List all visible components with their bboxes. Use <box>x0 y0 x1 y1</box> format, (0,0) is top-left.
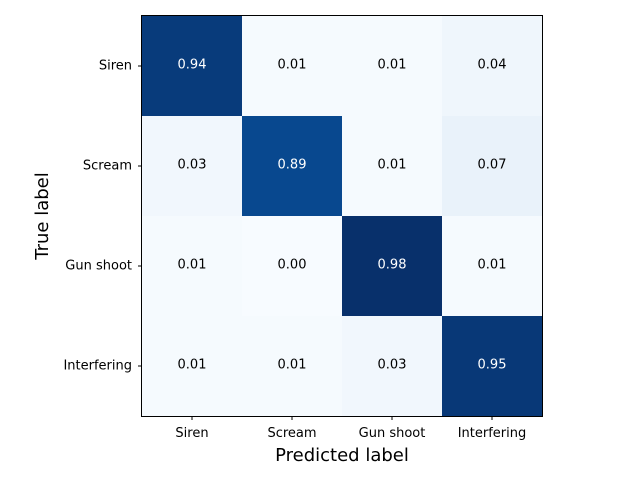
heatmap-cell <box>442 216 543 317</box>
y-tick-label: Scream <box>83 159 132 174</box>
cell-value-label: 0.95 <box>478 358 507 373</box>
x-axis-ticks: Siren Scream Gun shoot Interfering <box>175 416 526 441</box>
heatmap-cell <box>242 116 343 217</box>
heatmap-cell <box>342 216 443 317</box>
y-tick-label: Siren <box>99 59 132 74</box>
cell-value-label: 0.94 <box>178 58 207 73</box>
cell-value-label: 0.98 <box>378 258 407 273</box>
cell-value-label: 0.89 <box>278 158 307 173</box>
y-tick-label: Gun shoot <box>65 259 132 274</box>
cell-value-label: 0.07 <box>478 158 507 173</box>
heatmap-cell <box>342 16 443 117</box>
heatmap-cell <box>342 116 443 217</box>
x-tick-label: Scream <box>267 426 316 441</box>
cell-value-label: 0.01 <box>278 358 307 373</box>
x-axis-label: Predicted label <box>275 445 409 466</box>
cell-value-label: 0.00 <box>278 258 307 273</box>
cell-value-label: 0.01 <box>478 258 507 273</box>
plot-frame <box>141 15 543 417</box>
cell-value-label: 0.03 <box>178 158 207 173</box>
heatmap-cell <box>242 216 343 317</box>
y-axis-label: True label <box>32 172 53 261</box>
cell-value-label: 0.04 <box>478 58 507 73</box>
heatmap-cell <box>342 316 443 417</box>
heatmap-cell <box>442 16 543 117</box>
cell-value-label: 0.01 <box>378 158 407 173</box>
cell-value-label: 0.01 <box>178 258 207 273</box>
heatmap-cell <box>142 316 243 417</box>
cell-value-labels: 0.94 0.01 0.01 0.04 0.03 0.89 0.01 0.07 0.01 0.00… <box>178 58 507 373</box>
heatmap-cell <box>242 16 343 117</box>
x-tick-label: Interfering <box>458 426 527 441</box>
heatmap-cell <box>242 316 343 417</box>
heatmap-cell <box>442 316 543 417</box>
cell-value-label: 0.01 <box>378 58 407 73</box>
x-tick-label: Gun shoot <box>359 426 426 441</box>
cell-value-label: 0.01 <box>278 58 307 73</box>
y-tick-label: Interfering <box>63 359 132 374</box>
cell-value-label: 0.01 <box>178 358 207 373</box>
cell-value-label: 0.03 <box>378 358 407 373</box>
heatmap-cell <box>442 116 543 217</box>
heatmap-cell <box>142 116 243 217</box>
heatmap-cells <box>142 16 543 417</box>
heatmap-cell <box>142 216 243 317</box>
x-tick-label: Siren <box>175 426 208 441</box>
y-axis-ticks: Siren Scream Gun shoot Interfering <box>63 59 142 374</box>
heatmap-cell <box>142 16 243 117</box>
